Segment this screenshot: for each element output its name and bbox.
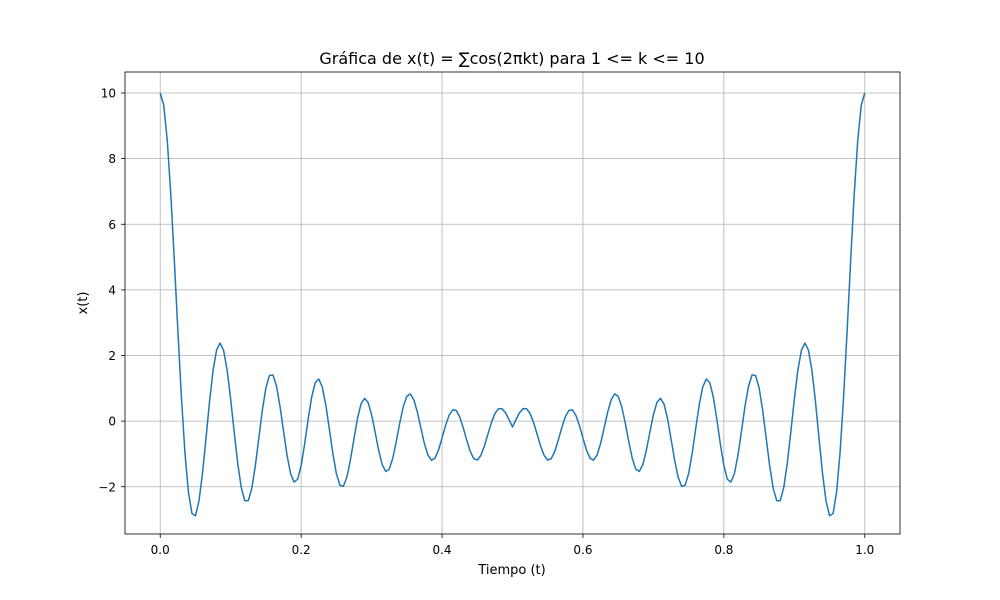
y-tick-label: 2: [108, 349, 116, 363]
y-tick-label: −2: [98, 480, 116, 494]
series-line: [159, 92, 866, 517]
grid: [125, 72, 900, 534]
x-tick-label: 0.0: [151, 543, 170, 557]
x-tick-label: 0.2: [292, 543, 311, 557]
y-tick-label: 4: [108, 283, 116, 297]
y-axis-label: x(t): [76, 292, 91, 315]
chart-title: Gráfica de x(t) = ∑cos(2πkt) para 1 <= k…: [319, 49, 704, 68]
y-tick-label: 8: [108, 152, 116, 166]
axis-ticks: 0.0 0.2 0.4 0.6 0.8 1.0 −2 0 2 4 6 8 10: [98, 87, 874, 558]
x-tick-label: 0.4: [432, 543, 451, 557]
y-tick-label: 0: [108, 415, 116, 429]
x-tick-label: 0.8: [714, 543, 733, 557]
y-tick-label: 10: [101, 87, 116, 101]
y-tick-label: 6: [108, 218, 116, 232]
x-axis-label: Tiempo (t): [477, 563, 545, 578]
x-tick-label: 0.6: [573, 543, 592, 557]
x-tick-label: 1.0: [855, 543, 874, 557]
plot-frame: [124, 71, 901, 535]
series-layer: [159, 92, 866, 517]
